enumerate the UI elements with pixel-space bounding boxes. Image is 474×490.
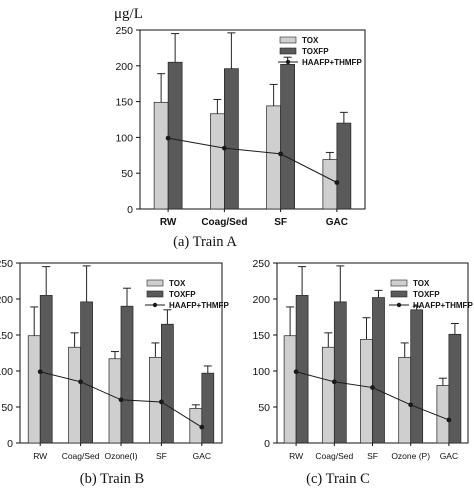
haafp-thmfp-point (78, 379, 83, 385)
legend-label-haafp-thmfp: HAAFP+THMFP (302, 58, 362, 67)
toxfp-bar (201, 372, 215, 444)
legend-label-tox: TOX (413, 279, 430, 288)
legend-swatch-line-marker (396, 302, 402, 308)
tox-bar (149, 356, 162, 444)
y-tick-label: 0 (7, 438, 13, 450)
y-tick-label: 250 (0, 258, 13, 270)
tox-bar (266, 105, 281, 210)
haafp-thmfp-point (165, 135, 171, 141)
toxfp-bar (280, 64, 295, 210)
x-tick-label: SF (156, 451, 167, 461)
y-tick-label: 50 (1, 402, 13, 414)
caption-train-b: (b) Train B (80, 471, 144, 487)
legend-label-toxfp: TOXFP (413, 290, 440, 299)
x-tick-label: GAC (440, 451, 458, 461)
toxfp-bar (167, 61, 183, 210)
x-tick-label: Coag/Sed (201, 217, 247, 228)
haafp-thmfp-point (446, 417, 452, 423)
toxfp-bar (120, 305, 134, 444)
legend-swatch-toxfp (146, 290, 164, 298)
tox-bar (283, 335, 297, 444)
legend-label-toxfp: TOXFP (169, 290, 196, 299)
haafp-thmfp-point (370, 385, 375, 390)
toxfp-bar (448, 333, 462, 444)
legend-label-tox: TOX (302, 36, 319, 45)
toxfp-bar (295, 295, 309, 444)
x-tick-label: SF (274, 217, 287, 228)
y-tick-label: 100 (0, 366, 13, 378)
haafp-thmfp-point (118, 397, 124, 403)
x-tick-label: RW (289, 451, 303, 461)
x-tick-label: Coag/Sed (315, 451, 353, 461)
legend-label-haafp-thmfp: HAAFP+THMFP (169, 301, 229, 310)
x-tick-label: RW (160, 217, 177, 228)
toxfp-bar (336, 122, 352, 210)
legend-label-tox: TOX (169, 279, 186, 288)
y-tick-label: 200 (0, 294, 13, 306)
toxfp-bar (161, 323, 174, 444)
legend-swatch-line-marker (152, 302, 158, 308)
tox-bar (321, 346, 335, 444)
legend-swatch-tox (279, 36, 297, 44)
toxfp-bar (224, 68, 239, 210)
x-tick-label: SF (367, 451, 378, 461)
y-tick-label: 200 (252, 294, 270, 306)
plot-frame (139, 29, 366, 210)
chart-train-c: 0 50 100 150 200 250 RW Coag/Sed SF Ozone (P) GAC T… (252, 258, 473, 461)
y-tick-label: 100 (252, 366, 270, 378)
caption-train-a: (a) Train A (173, 234, 237, 250)
x-tick-label: Coag/Sed (62, 451, 100, 461)
tox-bar (360, 338, 373, 444)
tox-bar (322, 159, 338, 210)
haafp-thmfp-point (293, 369, 299, 375)
haafp-thmfp-point (334, 180, 340, 185)
chart-train-a: 0 50 100 150 200 250 RW Coag/Sed SF GAC TOX TOXFP HA… (115, 25, 366, 228)
legend-swatch-toxfp (279, 47, 297, 55)
y-tick-label: 200 (115, 61, 133, 73)
y-tick-label: 250 (252, 258, 270, 270)
y-tick-label: 150 (252, 330, 270, 342)
y-tick-label: 50 (121, 168, 133, 180)
toxfp-bar (410, 309, 424, 444)
x-tick-label: Ozone(I) (104, 451, 137, 461)
haafp-thmfp-point (159, 399, 164, 405)
x-tick-label: RW (33, 451, 47, 461)
legend-swatch-tox (390, 279, 408, 287)
haafp-thmfp-point (37, 369, 43, 375)
haafp-thmfp-point (331, 379, 337, 385)
x-tick-label: GAC (326, 217, 348, 228)
y-unit-label: μg/L (114, 6, 143, 22)
legend-label-haafp-thmfp: HAAFP+THMFP (413, 301, 473, 310)
y-tick-label: 150 (115, 97, 133, 109)
toxfp-bar (333, 301, 347, 444)
x-tick-label: Ozone (P) (391, 451, 430, 461)
legend-label-toxfp: TOXFP (302, 47, 329, 56)
legend-swatch-tox (146, 279, 164, 287)
y-tick-label: 250 (115, 25, 133, 37)
y-tick-label: 0 (264, 438, 270, 450)
y-tick-label: 50 (258, 402, 270, 414)
y-tick-label: 150 (0, 330, 13, 342)
tox-bar (153, 101, 169, 210)
legend-swatch-toxfp (390, 290, 408, 298)
caption-train-c: (c) Train C (306, 471, 370, 487)
toxfp-bar (39, 295, 53, 444)
haafp-thmfp-point (199, 424, 205, 430)
tox-bar (436, 385, 450, 444)
tox-bar (68, 346, 81, 444)
tox-bar (27, 335, 41, 444)
y-tick-label: 0 (127, 204, 133, 216)
x-tick-label: GAC (193, 451, 211, 461)
toxfp-bar (372, 297, 385, 444)
chart-train-b: 0 50 100 150 200 250 RW Coag/Sed Ozone(I) SF GAC TO… (0, 258, 229, 461)
haafp-thmfp-point (408, 402, 414, 408)
legend-swatch-line-marker (285, 59, 291, 65)
haafp-thmfp-point (221, 145, 227, 151)
toxfp-bar (80, 301, 93, 444)
tox-bar (210, 113, 225, 210)
y-tick-label: 100 (115, 132, 133, 144)
haafp-thmfp-point (278, 151, 284, 157)
haafp-thmfp-line (168, 137, 338, 183)
